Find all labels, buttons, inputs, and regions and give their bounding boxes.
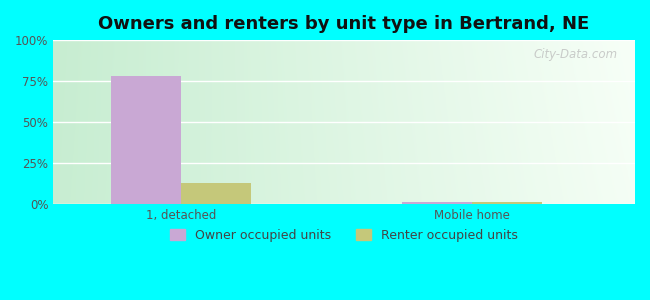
Bar [111,76,181,204]
Title: Owners and renters by unit type in Bertrand, NE: Owners and renters by unit type in Bertr… [99,15,590,33]
Text: City-Data.com: City-Data.com [534,48,618,61]
Bar [472,202,542,204]
Bar [181,183,251,204]
Bar [402,202,472,204]
Legend: Owner occupied units, Renter occupied units: Owner occupied units, Renter occupied un… [165,224,523,247]
